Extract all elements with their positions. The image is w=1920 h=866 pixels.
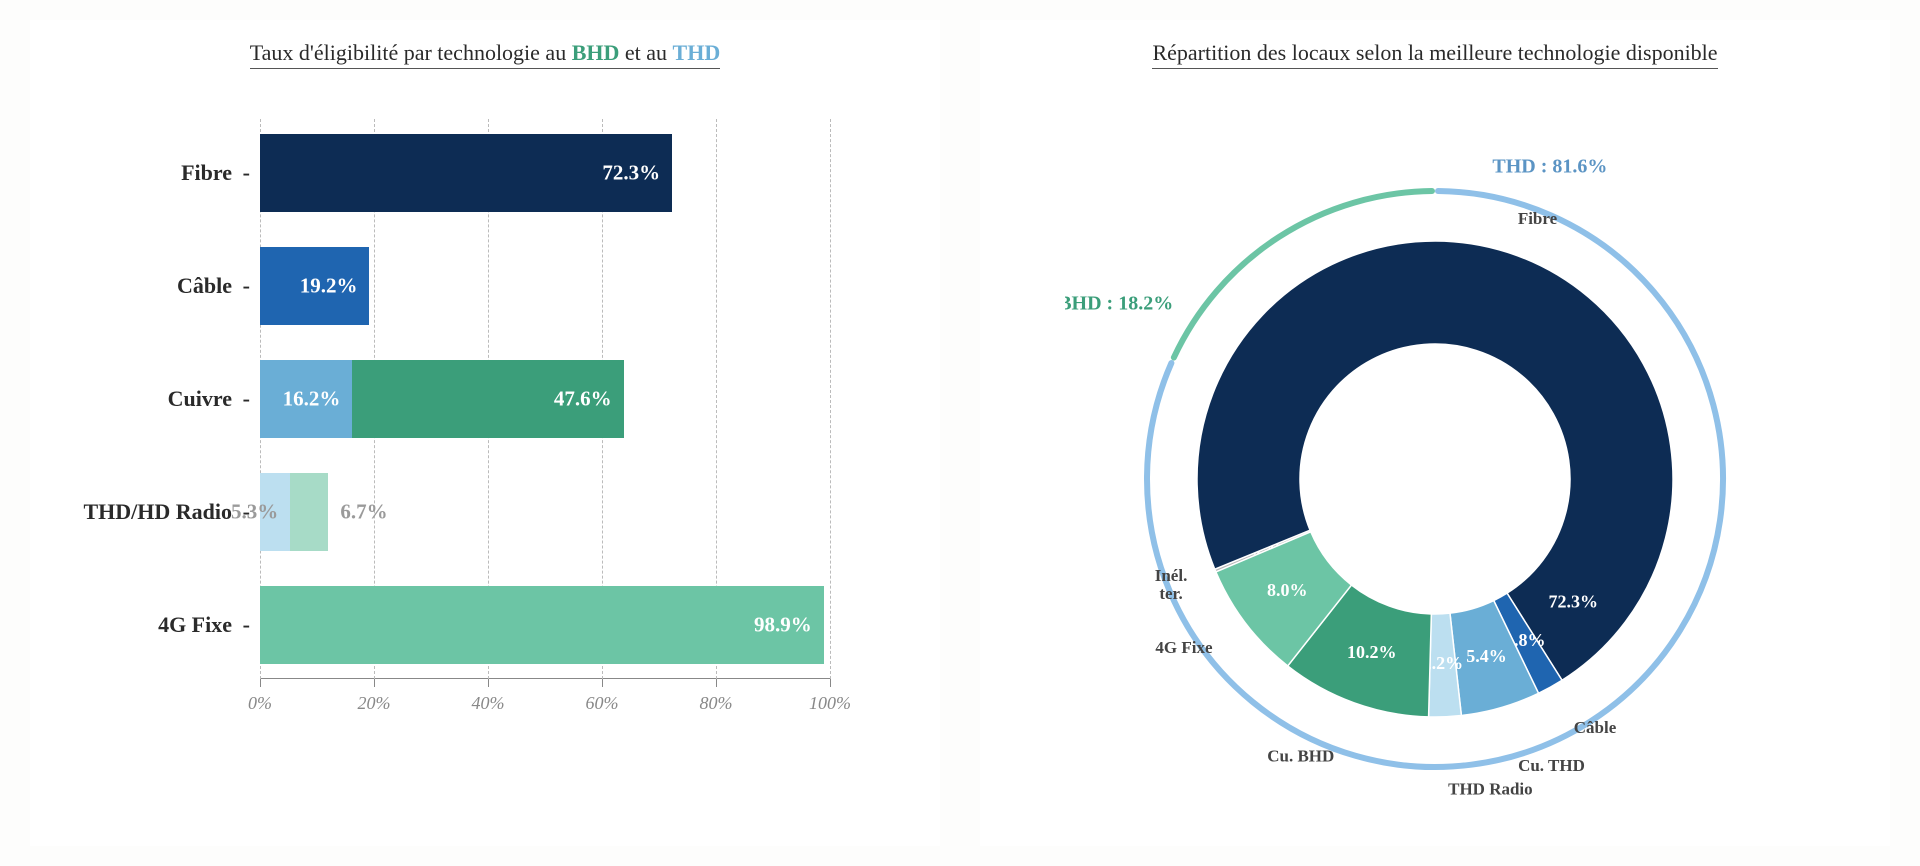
donut-slice-pct: 10.2% [1347,642,1397,662]
bar-category-label: Fibre [181,160,260,186]
bar-segment [260,586,824,664]
bar-chart-title-row: Taux d'éligibilité par technologie au BH… [60,40,910,69]
bar-category-label: Câble [177,273,260,299]
bar-category-label: Cuivre [168,386,260,412]
donut-chart: BHD : 18.2%THD : 81.6%0.2%Inél.ter.72.3%… [1010,79,1860,799]
donut-chart-title-row: Répartition des locaux selon la meilleur… [1010,40,1860,69]
donut-slice-name: THD Radio [1448,780,1533,799]
x-axis-label: 100% [809,693,851,714]
bar-value-label: 19.2% [300,274,358,299]
title-thd: THD [673,40,721,65]
bar-value-label: 72.3% [602,161,660,186]
bar-value-label: 5.3% [231,500,278,525]
donut-chart-panel: Répartition des locaux selon la meilleur… [980,20,1890,846]
donut-slice-name: 4G Fixe [1155,638,1213,657]
donut-slice-name: Cu. THD [1518,756,1585,775]
donut-slice-name: Fibre [1518,209,1558,228]
donut-slice-pct: 8.0% [1267,580,1308,600]
donut-slice-pct: 5.4% [1466,646,1507,666]
bar-value-label: 6.7% [340,500,387,525]
bar-value-label: 47.6% [554,387,612,412]
x-tick [830,679,831,687]
bar-value-label: 16.2% [283,387,341,412]
x-tick [260,679,261,687]
x-axis-label: 80% [700,693,733,714]
x-axis-label: 60% [586,693,619,714]
outer-arc-label-bhd: BHD : 18.2% [1065,292,1173,314]
gridline [830,119,831,679]
bar-category-label: 4G Fixe [158,612,260,638]
donut-chart-title: Répartition des locaux selon la meilleur… [1152,40,1717,69]
donut-svg: BHD : 18.2%THD : 81.6%0.2%Inél.ter.72.3%… [1065,79,1805,799]
bar-row: 4G Fixe98.9% [260,586,830,664]
bar-chart-title: Taux d'éligibilité par technologie au BH… [250,40,720,69]
bar-row: Cuivre16.2%47.6% [260,360,830,438]
x-axis-label: 0% [248,693,272,714]
donut-slice-pct: 72.3% [1548,592,1598,612]
bar-segment [290,473,328,551]
title-mid: et au [619,40,672,65]
bar-row: Fibre72.3% [260,134,830,212]
x-tick [602,679,603,687]
x-axis-line [260,678,830,679]
donut-slice-name: Câble [1574,718,1617,737]
x-tick [374,679,375,687]
bar-chart-panel: Taux d'éligibilité par technologie au BH… [30,20,940,846]
bar-row: THD/HD Radio5.3%6.7% [260,473,830,551]
bar-chart: 0%20%40%60%80%100%Fibre72.3%Câble19.2%Cu… [60,119,910,759]
donut-slice-name: Inél.ter. [1155,566,1188,603]
x-axis-label: 40% [472,693,505,714]
bar-plot-area: 0%20%40%60%80%100%Fibre72.3%Câble19.2%Cu… [260,119,830,679]
x-tick [488,679,489,687]
bar-value-label: 98.9% [754,613,812,638]
x-axis-label: 20% [358,693,391,714]
donut-slice-name: Cu. BHD [1267,746,1334,765]
title-text: Taux d'éligibilité par technologie au [250,40,572,65]
x-tick [716,679,717,687]
title-bhd: BHD [572,40,620,65]
outer-arc-label-thd: THD : 81.6% [1492,155,1607,177]
bar-row: Câble19.2% [260,247,830,325]
